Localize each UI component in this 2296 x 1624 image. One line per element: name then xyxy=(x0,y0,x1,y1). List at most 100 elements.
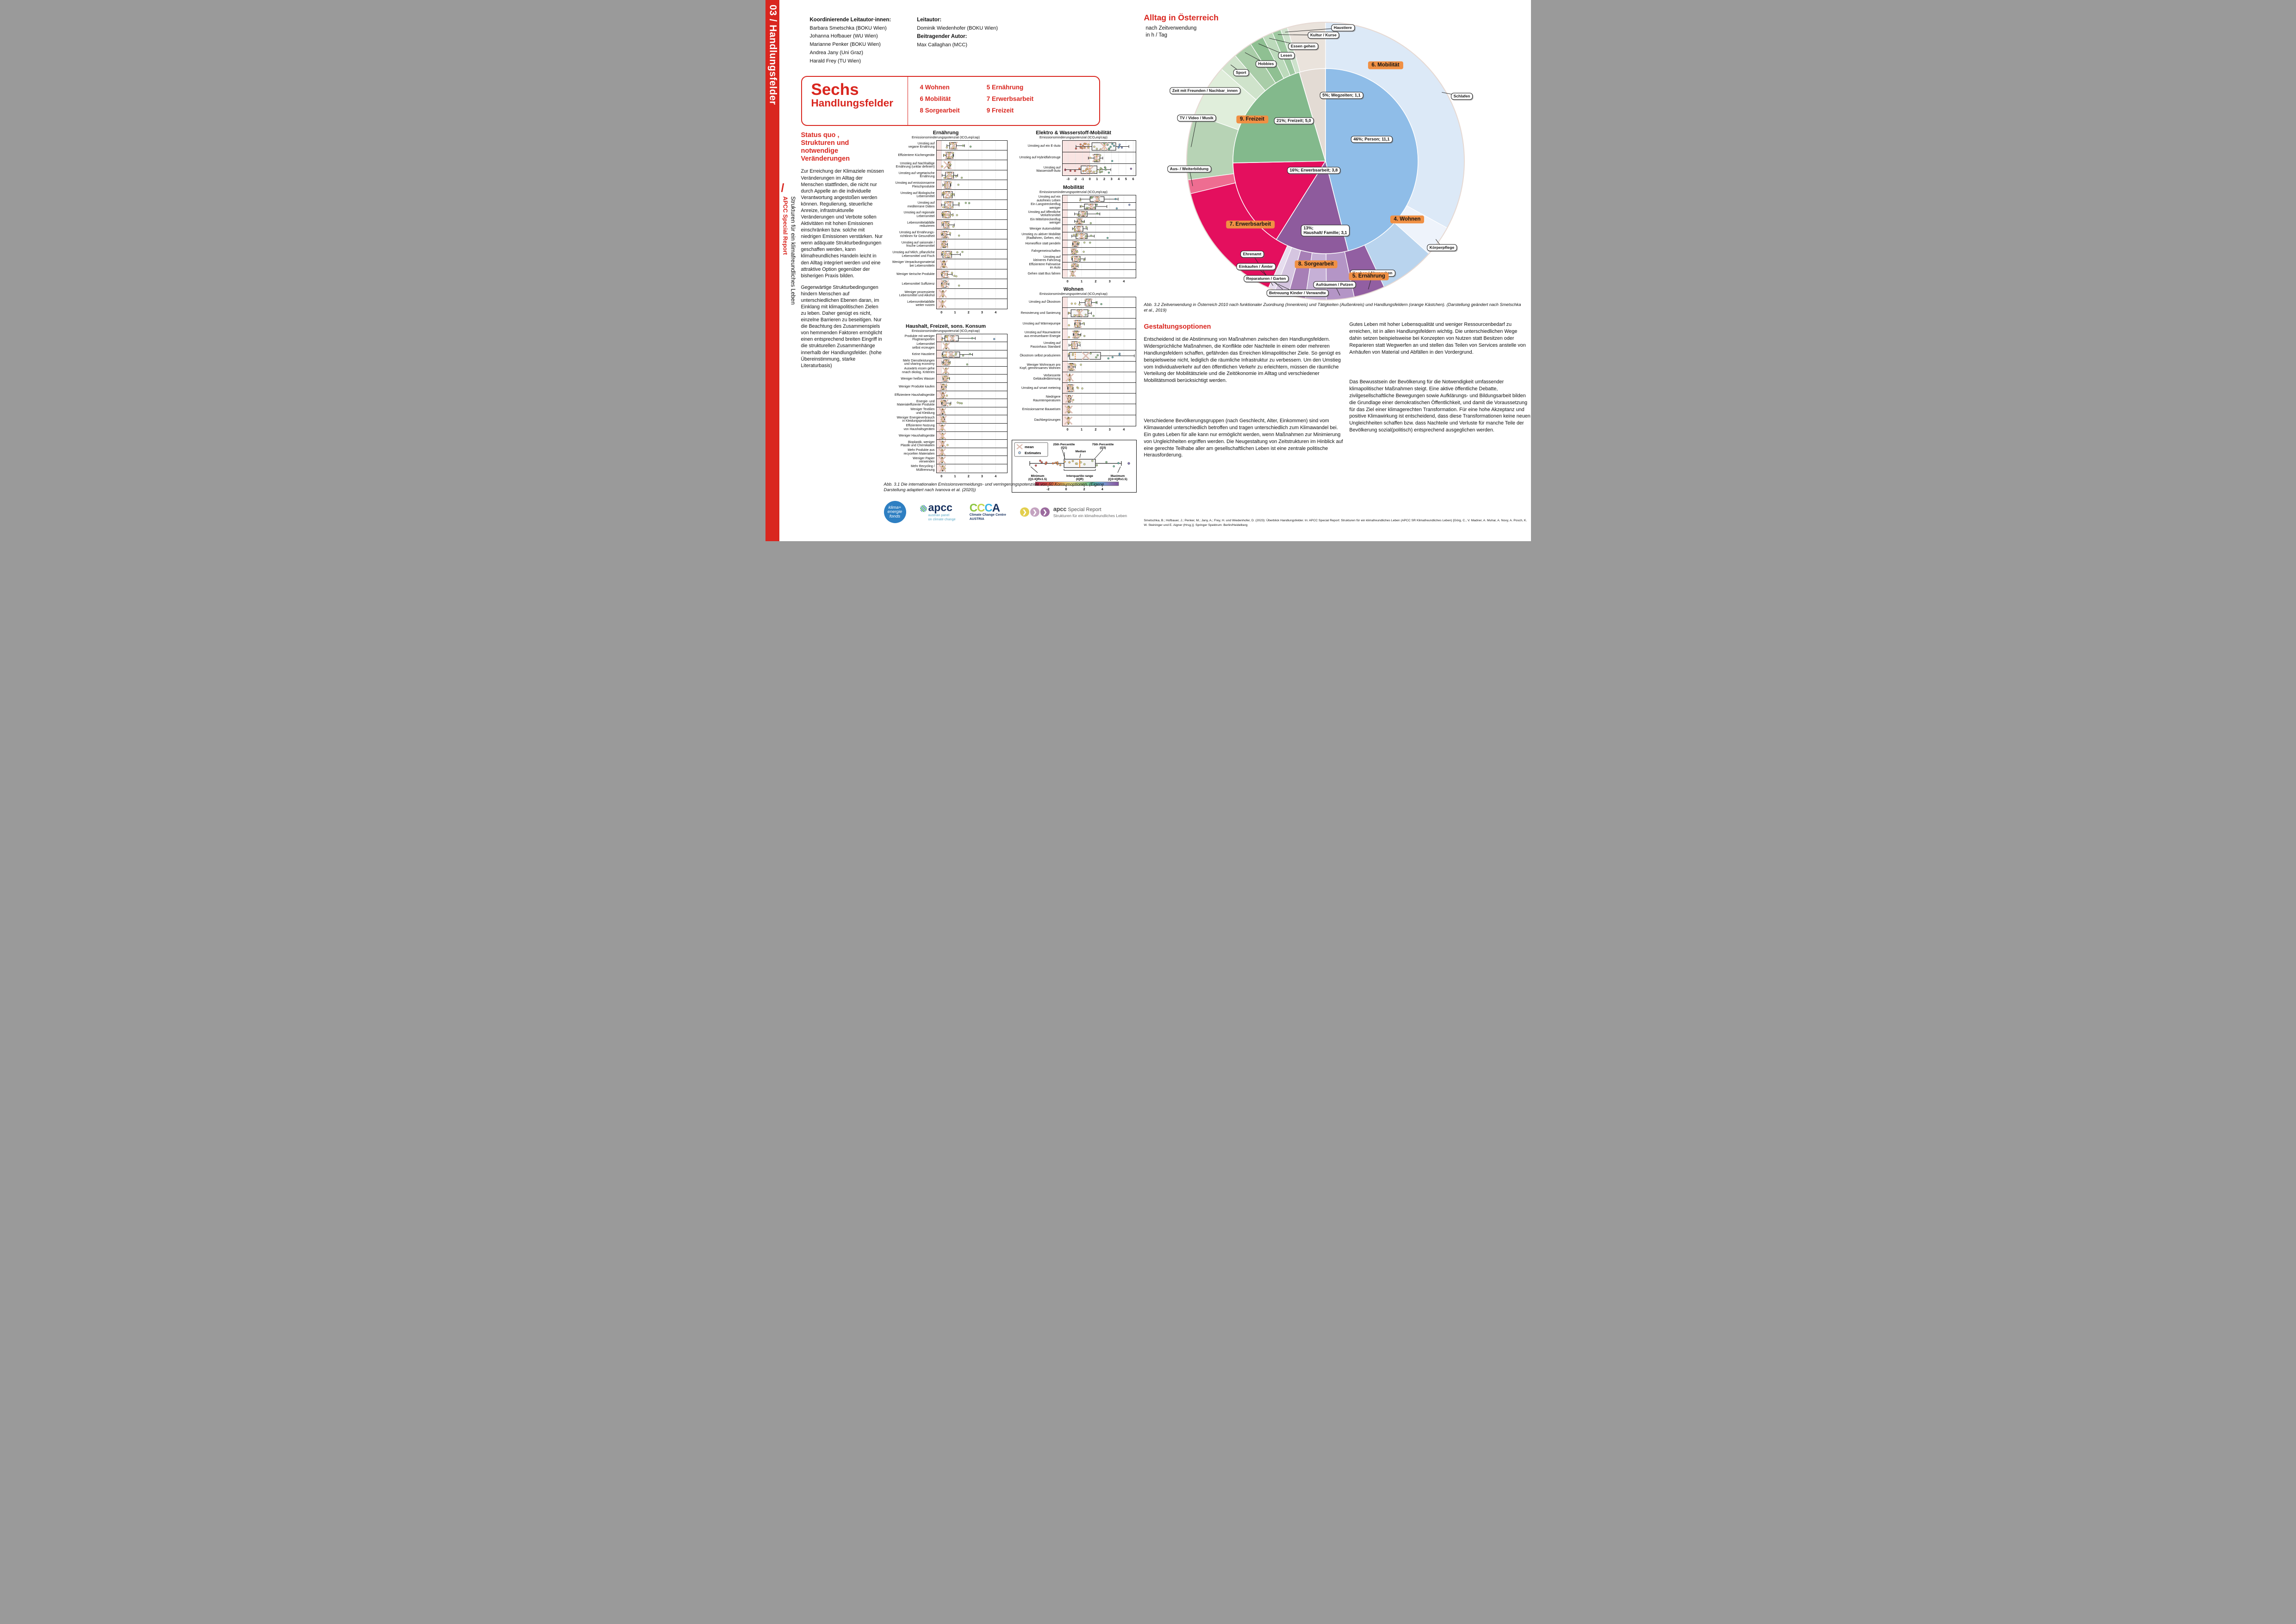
svg-text:2: 2 xyxy=(1103,177,1105,181)
boxplot-row-label: Weniger Papier verwenden xyxy=(913,456,935,464)
donut-callout-activity: Schlafen xyxy=(1450,93,1473,100)
boxplot-row-plot xyxy=(1062,202,1136,211)
boxplot-row-plot xyxy=(936,431,1007,440)
chart-x-axis: 0 1 2 3 4 xyxy=(1066,427,1125,431)
special-report-subtitle: Strukturen für ein klimafreundliches Leb… xyxy=(1053,513,1127,518)
boxplot-row-label: Umstieg auf Hybridfahrzeuge xyxy=(1019,156,1061,160)
boxplot-row-label: Umstieg auf Raumwärme aus erneuerbarer E… xyxy=(1024,331,1061,338)
donut-callout-activity: Hobbies xyxy=(1255,60,1277,68)
boxplot-row-label: Umstieg auf kleineres Fahrzeug xyxy=(1033,255,1061,262)
svg-text:(Q1): (Q1) xyxy=(1061,446,1067,450)
chart-subtitle: Emissionsminderungspotenzial (tCO₂eq/cap… xyxy=(1039,292,1108,296)
coordinating-authors-label: Koordinierende Leitautor·innen: xyxy=(809,17,891,23)
author-name: Harald Frey (TU Wien) xyxy=(809,58,861,64)
chevron-circle-icon: ❯ xyxy=(1030,507,1039,517)
field-item: 9 Freizeit xyxy=(986,107,1014,114)
boxplot-row-plot xyxy=(1062,217,1136,225)
boxplot-row-label: Mehr Recycling / Mülltrennung xyxy=(911,465,935,472)
legend-figure: mean Estimates 25th Percentile(Q1) Median 75… xyxy=(1014,442,1130,491)
donut-callout-function: 5%; Wegzeiten; 1,1 xyxy=(1319,92,1363,99)
boxplot-row-label: Weniger tierische Produkte xyxy=(896,272,935,276)
boxplot-row-label: Fahrgemeinschaften xyxy=(1031,250,1061,253)
svg-text:1: 1 xyxy=(1081,279,1083,283)
chapter-sidebar: 03 / Handlungsfelder xyxy=(765,0,779,541)
chart-title: Wohnen xyxy=(1063,287,1084,292)
boxplot-row-label: Umstieg auf Milch, pflanzliche Lebensmit… xyxy=(892,251,935,258)
svg-text:2: 2 xyxy=(1083,488,1085,491)
boxplot-row-label: Umstieg auf vegane Ernährung xyxy=(908,142,935,149)
boxplot-row-plot xyxy=(1062,404,1136,416)
authors-block: Koordinierende Leitautor·innen: Barbara … xyxy=(810,16,998,66)
boxplot-row-label: Effizientere Haushaltsgeräte xyxy=(895,393,935,397)
boxplot-row-label: Weniger Textilien und Kleidung xyxy=(910,408,935,415)
boxplot-row-plot xyxy=(1062,262,1136,270)
boxplot-row-label: Weniger Energieverbrauch in Kleidungspro… xyxy=(896,416,935,423)
boxplot-row-plot xyxy=(1062,240,1136,248)
boxplot-row-label: Effizientere Nutzung von Haushaltsgeräte… xyxy=(903,424,935,431)
boxplot-row-label: Umstieg auf mediterrane Diäten xyxy=(907,201,935,208)
field-item: 5 Ernährung xyxy=(986,84,1024,91)
boxplot-row-label: Umstieg auf smart metering xyxy=(1021,386,1061,390)
boxplot-row-label: Weniger Wohnraum pro Kopf, gemeinsames W… xyxy=(1020,363,1061,370)
boxplot-row-plot xyxy=(1062,329,1136,340)
svg-text:3: 3 xyxy=(1108,427,1110,431)
boxplot-row-plot xyxy=(936,358,1007,367)
boxplot-row-label: Homeoffice statt pendeln xyxy=(1025,242,1061,245)
footer-citation: Smetschka, B.; Hofbauer, J.; Penker, M.;… xyxy=(1144,519,1527,527)
boxplot-row-label: Weniger Automobilität xyxy=(1029,227,1061,231)
donut-callout-activity: Sport xyxy=(1233,69,1249,76)
apcc-logo-word: apcc xyxy=(928,501,952,513)
boxplot-row-label: Mehr Produkte aus recycelten Materialien xyxy=(903,449,935,456)
boxplot-row-plot xyxy=(936,391,1007,400)
boxplot-row-plot xyxy=(1062,372,1136,383)
donut-callout-activity: Betreuung Kinder / Verwandte xyxy=(1266,289,1329,297)
svg-text:0: 0 xyxy=(940,474,942,478)
svg-text:3: 3 xyxy=(1108,279,1110,283)
boxplot-row-plot xyxy=(1062,210,1136,218)
status-quo-heading: Status quo , Strukturen und notwendige V… xyxy=(801,131,850,163)
boxplot-row-plot xyxy=(936,423,1007,432)
svg-text:25th Percentile: 25th Percentile xyxy=(1053,443,1075,446)
chart-subtitle: Emissionsminderungspotenzial (tCO₂eq/cap… xyxy=(911,329,980,333)
lead-authors: Leitautor: Dominik Wiedenhofer (BOKU Wie… xyxy=(917,16,998,66)
boxplot-row-label: Effizientere Küchengeräte xyxy=(898,153,935,157)
donut-chart-subtitle: nach Zeitverwendung in h / Tag xyxy=(1145,25,1197,38)
boxplot-row-plot xyxy=(936,200,1007,210)
boxplot-row-label: Verbesserte Gebäudedämmung xyxy=(1033,374,1061,381)
boxplot-row-label: Umstieg auf Ökostrom xyxy=(1028,300,1061,304)
svg-text:0: 0 xyxy=(1065,488,1067,491)
donut-handlungsfeld-box: 4. Wohnen xyxy=(1390,215,1425,224)
chevron-circle-icon: ❯ xyxy=(1040,507,1050,517)
boxplot-row-plot xyxy=(1062,307,1136,319)
six-fields-items: 4 Wohnen 6 Mobilität 8 Sorgearbeit 5 Ernäh… xyxy=(908,77,1099,125)
author-name: Andrea Jany (Uni Graz) xyxy=(809,50,864,56)
boxplot-row-plot xyxy=(936,219,1007,230)
lead-author-name: Dominik Wiedenhofer (BOKU Wien) xyxy=(917,25,998,31)
lead-author-label: Leitautor: xyxy=(917,17,942,23)
boxplot-row-plot xyxy=(936,189,1007,200)
special-report-title-bold: apcc xyxy=(1053,506,1067,512)
boxplot-row-plot xyxy=(936,229,1007,240)
boxplot-row-label: Mehr Dienstleistungen und sharing econom… xyxy=(902,359,935,366)
boxplot-row-label: Weniger Haushaltsgeräte xyxy=(898,434,935,437)
svg-text:Maximum: Maximum xyxy=(1110,475,1125,478)
svg-text:4: 4 xyxy=(995,310,996,314)
boxplot-row-plot xyxy=(936,382,1007,392)
status-quo-paragraph-1: Zur Erreichung der Klimaziele müssen Ver… xyxy=(801,169,884,279)
boxplot-row-label: Niedrigere Raumtemperaturen xyxy=(1033,395,1061,402)
boxplot-row-plot xyxy=(936,456,1007,465)
chapter-title: 03 / Handlungsfelder xyxy=(767,5,778,105)
boxplot-row-plot xyxy=(936,374,1007,383)
svg-text:-2: -2 xyxy=(1074,177,1076,181)
boxplot-row-plot xyxy=(1062,297,1136,308)
donut-handlungsfeld-box: 6. Mobilität xyxy=(1368,61,1403,69)
boxplot-row-plot xyxy=(1062,152,1136,164)
boxplot-row-plot xyxy=(1062,393,1136,405)
donut-handlungsfeld-box: 8. Sorgearbeit xyxy=(1294,260,1338,269)
boxplot-row-label: Bioplastik, weniger Plastik und Chemikal… xyxy=(900,440,935,448)
boxplot-row-label: Lebensmittelabfälle weiter nutzen xyxy=(907,300,935,307)
boxplot-row-label: Weniger Produkte kaufen xyxy=(898,385,935,389)
apcc-logo: apcc austrian panel on climate change xyxy=(920,501,956,522)
ccca-logo-sub1: Climate Change Centre xyxy=(969,512,1006,517)
chart-x-axis: 0 1 2 3 4 xyxy=(940,310,996,314)
